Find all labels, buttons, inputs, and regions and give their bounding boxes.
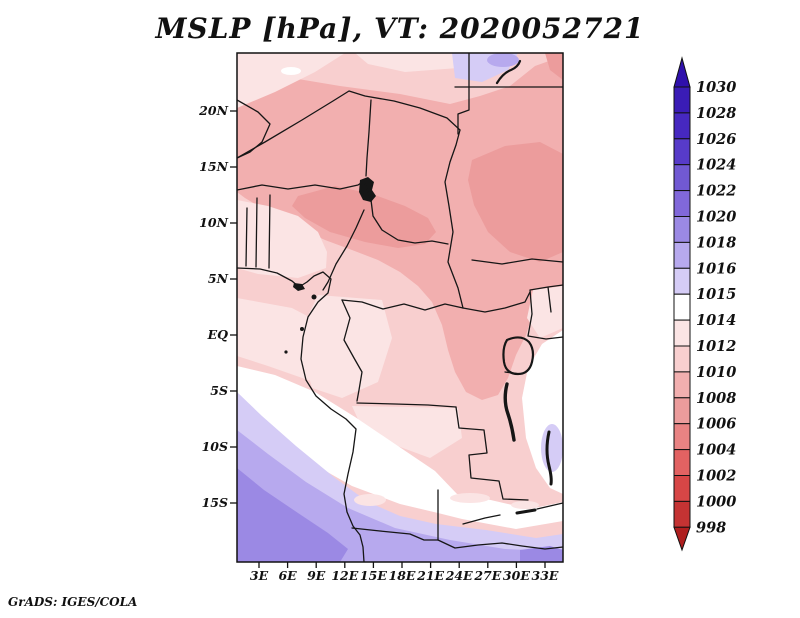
lat-tick-label: 10N (199, 215, 228, 230)
mslp-map-plot: 20N 15N 10N 5N EQ 5S 10S 15S 3E 6E 9E 12E15E18E21E… (0, 0, 800, 618)
island-principe (300, 327, 304, 331)
lon-tick-label: 3E (250, 568, 269, 583)
colorbar-segment (674, 113, 690, 139)
colorbar-segment (674, 372, 690, 398)
lon-tick-label: 9E (307, 568, 326, 583)
colorbar-label: 998 (696, 519, 726, 536)
lon-tick-label: 30E (503, 568, 530, 583)
lon-tick-label: 33E (532, 568, 559, 583)
colorbar-label: 1028 (696, 105, 736, 122)
lat-tick-label: 5N (208, 271, 229, 286)
fill-pink-spot-angola (354, 494, 386, 506)
colorbar-label: 1000 (696, 493, 736, 510)
colorbar-segment (674, 139, 690, 165)
colorbar-segment (674, 242, 690, 268)
island-bioko (312, 295, 317, 300)
colorbar-segment (674, 501, 690, 527)
island-saotome (284, 350, 287, 353)
colorbar-label: 1008 (696, 390, 736, 407)
attribution-text: GrADS: IGES/COLA (8, 595, 137, 609)
colorbar-segment (674, 450, 690, 476)
lon-tick-label: 21E (416, 568, 444, 583)
fill-pink-spot-south1 (450, 493, 490, 503)
colorbar-segment (674, 191, 690, 217)
colorbar-segment (674, 398, 690, 424)
lon-tick-label: 15E (360, 568, 387, 583)
lat-tick-label: 20N (198, 103, 228, 118)
colorbar-label: 1006 (696, 416, 736, 433)
colorbar-segment (674, 165, 690, 191)
colorbar-label: 1014 (696, 312, 736, 329)
lat-tick-label: EQ (207, 327, 229, 342)
colorbar-segment (674, 476, 690, 502)
colorbar-arrow-down (674, 527, 690, 550)
colorbar-segment (674, 346, 690, 372)
fill-lavender-top-right-core (487, 53, 519, 67)
colorbar-legend: 1030 1028 1026 1024 1022 1020 1018 1016 1015 1014… (674, 58, 736, 550)
colorbar-label: 1018 (696, 234, 736, 251)
lat-tick-label: 10S (202, 439, 228, 454)
longitude-axis: 3E 6E 9E 12E15E18E21E24E27E30E33E (250, 562, 559, 583)
colorbar-label: 1010 (696, 364, 736, 381)
latitude-axis: 20N 15N 10N 5N EQ 5S 10S 15S (198, 103, 237, 510)
colorbar-segment (674, 217, 690, 243)
page-title: MSLP [hPa], VT: 2020052721 (0, 12, 800, 45)
colorbar-segment (674, 320, 690, 346)
colorbar-label: 1020 (696, 209, 736, 226)
colorbar-label: 1015 (696, 286, 736, 303)
lat-tick-label: 5S (210, 383, 228, 398)
colorbar-segment (674, 268, 690, 294)
colorbar-label: 1026 (696, 131, 736, 148)
colorbar-label: 1012 (696, 338, 736, 355)
lon-tick-label: 18E (389, 568, 416, 583)
lat-tick-label: 15N (199, 159, 228, 174)
fill-lavender-east-strip (541, 424, 563, 472)
colorbar-arrow-up (674, 58, 690, 87)
colorbar-segment (674, 87, 690, 113)
lat-tick-label: 15S (202, 495, 228, 510)
colorbar-segment (674, 424, 690, 450)
grads-plot-page: MSLP [hPa], VT: 2020052721 (0, 0, 800, 618)
fill-pink-spot-south2 (511, 501, 539, 509)
colorbar-segment (674, 294, 690, 320)
colorbar-label: 1022 (696, 183, 736, 200)
colorbar-label: 1030 (696, 79, 736, 96)
lon-tick-label: 24E (445, 568, 473, 583)
colorbar-label: 1004 (696, 442, 736, 459)
colorbar-label: 1016 (696, 260, 736, 277)
colorbar-label: 1002 (696, 468, 736, 485)
lon-tick-label: 27E (473, 568, 501, 583)
lon-tick-label: 12E (331, 568, 358, 583)
fill-white-spot-nw (281, 67, 301, 75)
colorbar-label: 1024 (696, 157, 736, 174)
lon-tick-label: 6E (278, 568, 297, 583)
